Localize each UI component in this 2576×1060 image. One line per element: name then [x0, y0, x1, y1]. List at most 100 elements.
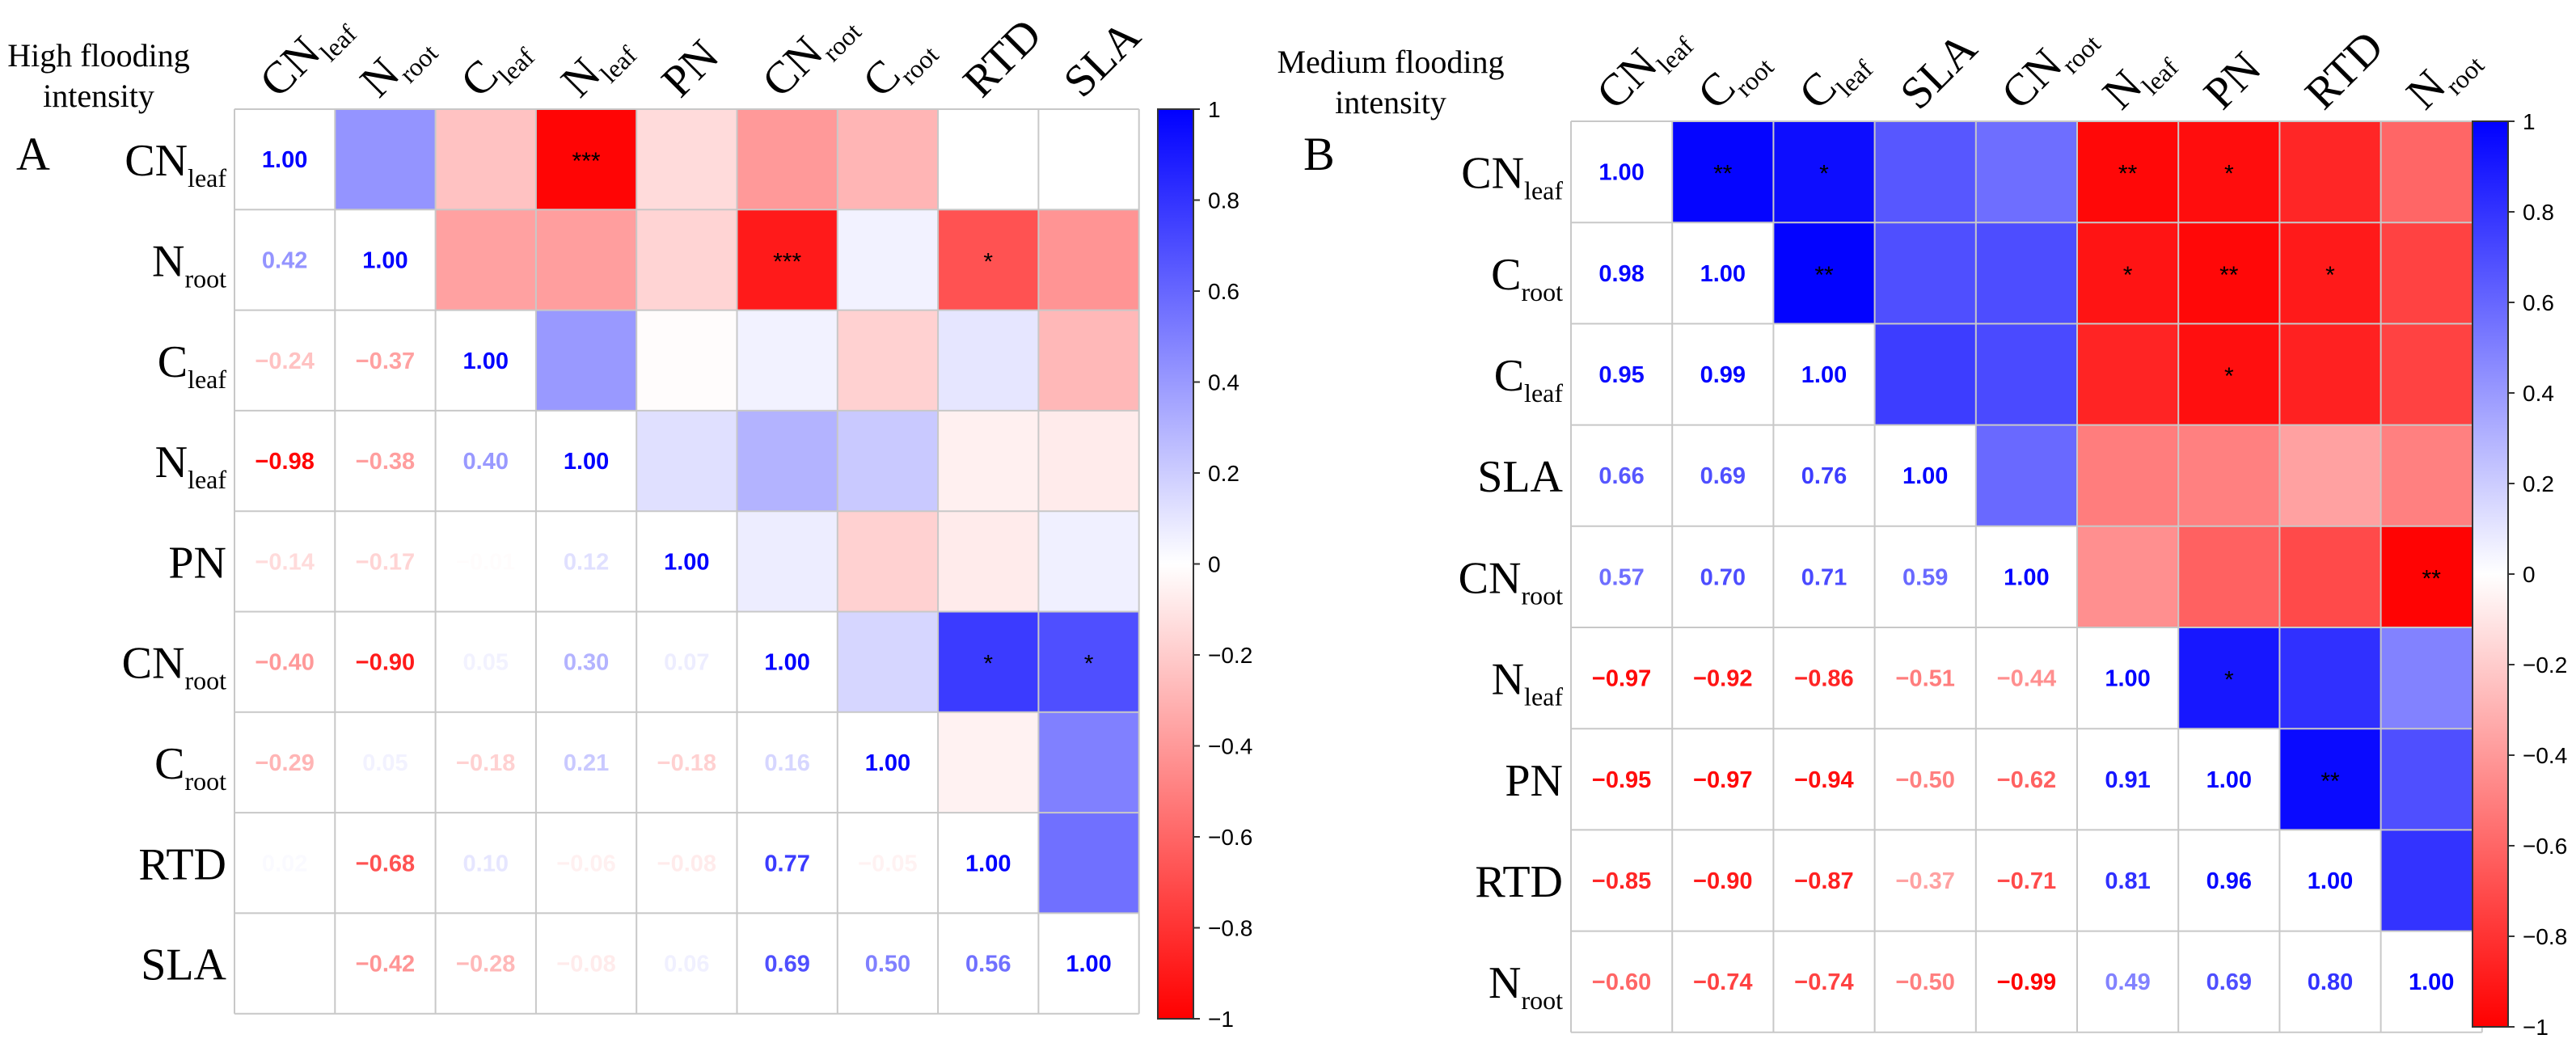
colorbar-tick-label: −1	[1208, 1007, 1234, 1032]
row-label-subscript: root	[184, 666, 226, 695]
significance-marker: ***	[773, 248, 801, 275]
diagonal-value-cn-root: 1.00	[764, 650, 809, 676]
row-label-base: PN	[1505, 756, 1563, 806]
correlation-value-cn-root-n-leaf: 0.30	[564, 650, 609, 676]
correlation-value-n-root-n-leaf: 0.49	[2105, 969, 2150, 995]
correlation-value-n-root-cn-leaf: −0.60	[1592, 969, 1651, 995]
upper-cell-c-leaf-pn	[636, 310, 737, 411]
correlation-value-c-root-cn-root: 0.16	[764, 750, 809, 776]
correlation-value-n-root-c-leaf: −0.74	[1794, 969, 1853, 995]
upper-cell-n-leaf-rtd	[938, 410, 1039, 512]
correlation-value-sla-n-leaf: −0.08	[556, 952, 615, 978]
correlation-value-cn-root-cn-leaf: −0.40	[255, 650, 314, 676]
row-label-subscript: root	[1521, 986, 1563, 1015]
upper-cell-cn-leaf-pn	[2178, 121, 2280, 223]
diagonal-value-rtd: 1.00	[965, 851, 1011, 876]
correlation-value-n-root-cn-root: −0.99	[1997, 969, 2056, 995]
upper-cell-n-root-pn	[636, 209, 737, 310]
column-label-cn-leaf: CNleaf	[251, 0, 363, 112]
upper-cell-pn-cn-root	[737, 511, 838, 612]
correlation-value-sla-cn-leaf: 0.00	[262, 952, 307, 978]
upper-cell-c-leaf-cn-root	[1975, 323, 2077, 425]
colorbar-a: 1 0.8 0.6 0.4 0.2 0 −0.2 −0.4 −0.6 −0.8 −1	[1157, 97, 1252, 1032]
upper-cell-n-leaf-n-root	[2380, 627, 2482, 729]
colorbar-tick-label: 0.6	[2523, 290, 2554, 315]
correlation-value-n-leaf-cn-leaf: −0.97	[1592, 666, 1651, 692]
diagonal-value-n-root: 1.00	[2409, 969, 2454, 995]
correlation-value-rtd-c-leaf: 0.10	[463, 851, 509, 876]
diagonal-value-cn-leaf: 1.00	[1598, 160, 1644, 186]
row-label-subscript: leaf	[1524, 176, 1563, 205]
column-label-base: N	[2397, 61, 2456, 119]
column-label-sla: SLA	[1891, 23, 1987, 119]
correlation-value-pn-sla: −0.50	[1896, 767, 1955, 793]
upper-cell-c-root-n-root	[2380, 222, 2482, 324]
correlation-value-cn-root-n-root: −0.90	[356, 650, 415, 676]
heatmap-b: ** * ** *** * ** *******1.000.98 1.000.95 0.99 1.…	[1459, 22, 2490, 1033]
upper-cell-n-root-c-leaf	[435, 209, 536, 310]
correlation-value-c-leaf-cn-leaf: −0.24	[255, 348, 314, 374]
significance-marker: *	[2224, 363, 2234, 390]
column-label-base: CN	[753, 27, 833, 107]
diagonal-value-c-root: 1.00	[865, 750, 910, 776]
colorbar-tick-label: −0.8	[2523, 924, 2567, 949]
column-label-base: C	[451, 50, 508, 107]
colorbar-tick-label: 0.4	[1208, 370, 1239, 395]
colorbar-tick-label: −0.8	[1208, 916, 1252, 941]
row-label-sla: SLA	[1477, 452, 1563, 502]
row-label-pn: PN	[168, 538, 226, 588]
correlation-value-n-leaf-c-root: −0.92	[1693, 666, 1752, 692]
correlation-value-cn-root-pn: 0.07	[664, 650, 709, 676]
upper-cell-cn-leaf-c-root	[837, 109, 939, 210]
upper-cell-c-leaf-sla	[1038, 310, 1139, 411]
correlation-value-sla-c-leaf: −0.28	[456, 952, 515, 978]
significance-marker: **	[2422, 565, 2442, 592]
panel-b: Medium flooding intensity B ** * ** *** * ** *…	[1277, 22, 2567, 1040]
row-label-rtd: RTD	[1475, 857, 1563, 907]
upper-cell-n-root-cn-root	[737, 209, 838, 310]
correlation-value-n-root-c-root: −0.74	[1693, 969, 1752, 995]
correlation-value-rtd-c-root: −0.90	[1693, 868, 1752, 894]
upper-cell-n-leaf-cn-root	[737, 410, 838, 512]
colorbar-tick-label: 0	[2523, 562, 2536, 587]
panel-a-title-line2: intensity	[43, 78, 154, 114]
correlation-value-n-leaf-n-root: −0.38	[356, 449, 415, 475]
column-label-base: C	[1688, 62, 1745, 119]
column-label-base: N	[351, 49, 409, 107]
correlation-value-rtd-pn: 0.96	[2206, 868, 2252, 894]
diagonal-value-n-root: 1.00	[362, 247, 408, 273]
row-label-base: CN	[125, 136, 188, 186]
row-label-c-leaf: Cleaf	[158, 337, 227, 394]
column-label-base: C	[853, 50, 910, 107]
row-label-cn-root: CNroot	[122, 639, 226, 695]
correlation-value-sla-c-root: 0.69	[1700, 463, 1746, 489]
upper-cell-cn-leaf-cn-root	[1975, 121, 2077, 223]
diagonal-value-sla: 1.00	[1902, 463, 1948, 489]
significance-marker: *	[2325, 262, 2335, 289]
upper-cell-cn-leaf-rtd	[2279, 121, 2381, 223]
correlation-value-sla-c-leaf: 0.76	[1801, 463, 1847, 489]
row-label-base: SLA	[141, 940, 226, 990]
row-label-subscript: root	[1521, 277, 1563, 306]
panel-b-letter: B	[1303, 128, 1335, 180]
upper-cell-cn-leaf-n-leaf	[2077, 121, 2179, 223]
correlation-value-rtd-n-leaf: −0.06	[556, 851, 615, 876]
correlation-value-sla-c-root: 0.50	[865, 952, 910, 978]
correlation-value-rtd-cn-root: −0.71	[1997, 868, 2056, 894]
row-label-subscript: leaf	[188, 465, 226, 494]
upper-cell-cn-leaf-c-root	[1672, 121, 1774, 223]
colorbar-tick-label: −1	[2523, 1015, 2549, 1040]
colorbar-tick-label: −0.6	[1208, 825, 1252, 850]
colorbar-tick-label: 0.2	[1208, 461, 1239, 486]
correlation-value-n-leaf-cn-root: −0.44	[1997, 666, 2056, 692]
significance-marker: ***	[572, 148, 601, 175]
upper-cell-cn-leaf-n-leaf	[535, 109, 637, 210]
correlation-value-c-root-pn: −0.18	[657, 750, 716, 776]
column-label-n-root: Nroot	[2397, 31, 2490, 124]
upper-cell-c-leaf-n-leaf	[535, 310, 637, 411]
significance-marker: *	[983, 651, 993, 678]
colorbar-tick-label: 0.6	[1208, 279, 1239, 304]
correlation-value-rtd-cn-root: 0.77	[764, 851, 809, 876]
row-label-rtd: RTD	[138, 839, 226, 889]
